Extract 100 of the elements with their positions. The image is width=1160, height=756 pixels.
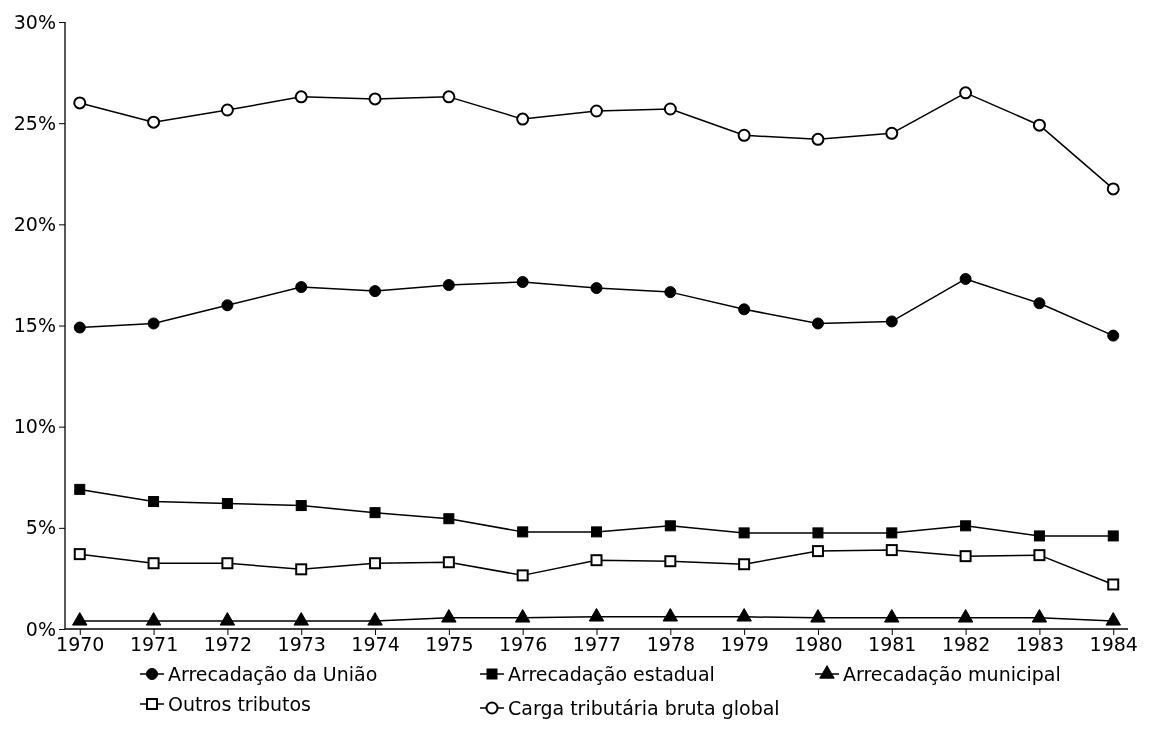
point (663, 102, 677, 116)
point (148, 496, 160, 508)
point (72, 612, 88, 626)
point (1032, 118, 1046, 132)
point (369, 557, 382, 570)
point (1033, 530, 1045, 542)
point (221, 299, 234, 312)
point (514, 609, 531, 623)
x-tick-label: 1981 (868, 633, 917, 656)
point (369, 285, 382, 298)
point (221, 498, 233, 510)
point (738, 527, 750, 539)
x-tick-label: 1970 (56, 633, 105, 656)
legend-label: Arrecadação estadual (508, 662, 715, 685)
point (1106, 182, 1120, 196)
point (295, 500, 307, 512)
point (367, 612, 383, 626)
point (1033, 549, 1046, 562)
point (293, 612, 309, 626)
legend-label: Carga tributária bruta global (508, 696, 780, 719)
point (442, 556, 455, 569)
point (590, 554, 603, 567)
point (810, 609, 826, 623)
point (147, 557, 160, 570)
point (959, 550, 972, 563)
point (812, 527, 824, 539)
point (147, 317, 160, 330)
y-tick-label: 25% (13, 111, 56, 134)
point (737, 128, 751, 142)
point (73, 96, 87, 110)
point (516, 276, 529, 288)
point (443, 513, 455, 525)
point (588, 608, 605, 622)
y-tick-label: 5% (25, 516, 56, 539)
x-tick-label: 1976 (499, 633, 548, 656)
point (221, 557, 234, 570)
point (884, 609, 900, 623)
point (736, 608, 752, 622)
point (811, 132, 825, 146)
point (1033, 297, 1046, 310)
point (441, 609, 457, 623)
x-tick-label: 1980 (794, 633, 843, 656)
point (145, 612, 162, 626)
point (738, 558, 751, 571)
point (219, 612, 236, 626)
point (73, 548, 86, 561)
point (591, 526, 602, 538)
point (294, 90, 308, 104)
point (885, 544, 898, 557)
point (664, 555, 677, 568)
point (74, 483, 86, 495)
point (960, 520, 972, 532)
point (957, 609, 974, 623)
point (1107, 329, 1120, 342)
point (662, 608, 679, 622)
point (885, 126, 899, 140)
x-tick-label: 1971 (129, 633, 179, 656)
y-tick-label: 20% (13, 212, 56, 235)
point (1031, 609, 1048, 623)
y-tick-label: 10% (13, 415, 56, 438)
point (442, 279, 455, 292)
point (959, 272, 972, 285)
x-tick-label: 1975 (425, 633, 474, 656)
x-tick-label: 1979 (720, 633, 769, 656)
point (516, 112, 530, 126)
legend-label: Outros tributos (168, 692, 312, 715)
x-tick-label: 1978 (646, 633, 695, 656)
point (886, 527, 898, 539)
point (220, 103, 234, 117)
point (1107, 578, 1120, 591)
point (442, 90, 456, 104)
point (369, 507, 381, 519)
x-tick-label: 1984 (1089, 633, 1138, 656)
point (664, 286, 677, 299)
point (73, 321, 86, 334)
x-tick-label: 1972 (203, 633, 253, 656)
point (664, 520, 676, 532)
point (811, 317, 824, 330)
point (295, 563, 308, 576)
y-tick-label: 15% (13, 314, 56, 337)
point (959, 86, 973, 100)
point (1107, 530, 1119, 542)
point (885, 315, 898, 328)
x-tick-label: 1982 (941, 633, 991, 656)
x-tick-label: 1973 (277, 633, 326, 656)
point (590, 104, 603, 118)
point (738, 303, 751, 316)
point (1105, 612, 1121, 626)
legend-label: Arrecadação municipal (843, 662, 1061, 685)
x-tick-label: 1977 (572, 633, 622, 656)
point (517, 526, 529, 538)
point (590, 282, 603, 295)
point (811, 545, 824, 558)
x-tick-label: 1983 (1015, 633, 1065, 656)
point (147, 115, 161, 129)
x-tick-label: 1974 (351, 633, 400, 656)
legend-label: Arrecadação da União (168, 662, 378, 685)
point (295, 281, 308, 294)
point (516, 569, 529, 582)
y-tick-label: 30% (13, 10, 56, 33)
